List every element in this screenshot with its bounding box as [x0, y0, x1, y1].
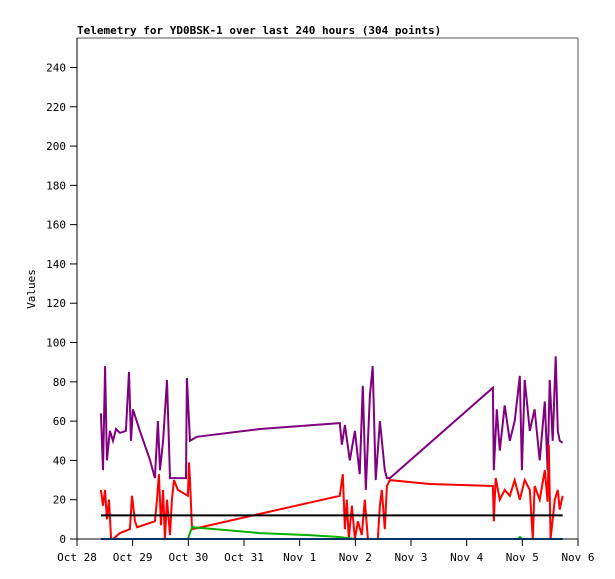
y-tick-label: 140: [46, 258, 66, 271]
series-line-green: [100, 526, 563, 540]
y-tick-label: 200: [46, 140, 66, 153]
x-tick-label: Oct 28: [57, 551, 97, 564]
y-axis-label: Values: [25, 269, 38, 309]
y-tick-label: 80: [53, 376, 66, 389]
x-tick-label: Nov 2: [339, 551, 372, 564]
chart-title: Telemetry for YD0BSK-1 over last 240 hou…: [77, 24, 441, 37]
y-tick-label: 40: [53, 454, 66, 467]
series-line-purple: [99, 356, 564, 490]
x-tick-label: Nov 3: [394, 551, 427, 564]
y-tick-label: 100: [46, 337, 66, 350]
y-tick-label: 60: [53, 415, 66, 428]
x-tick-label: Oct 29: [113, 551, 153, 564]
x-tick-label: Nov 6: [561, 551, 594, 564]
x-tick-label: Oct 30: [168, 551, 208, 564]
y-tick-label: 240: [46, 61, 66, 74]
x-tick-label: Nov 4: [450, 551, 483, 564]
series-line-red: [99, 444, 564, 540]
y-tick-label: 180: [46, 179, 66, 192]
y-tick-label: 220: [46, 101, 66, 114]
x-tick-label: Nov 5: [506, 551, 539, 564]
x-tick-label: Nov 1: [283, 551, 316, 564]
y-tick-label: 20: [53, 494, 66, 507]
x-tick-label: Oct 31: [224, 551, 264, 564]
plot-area: [76, 37, 579, 540]
y-tick-label: 120: [46, 297, 66, 310]
y-tick-label: 0: [59, 533, 66, 546]
y-tick-label: 160: [46, 219, 66, 232]
